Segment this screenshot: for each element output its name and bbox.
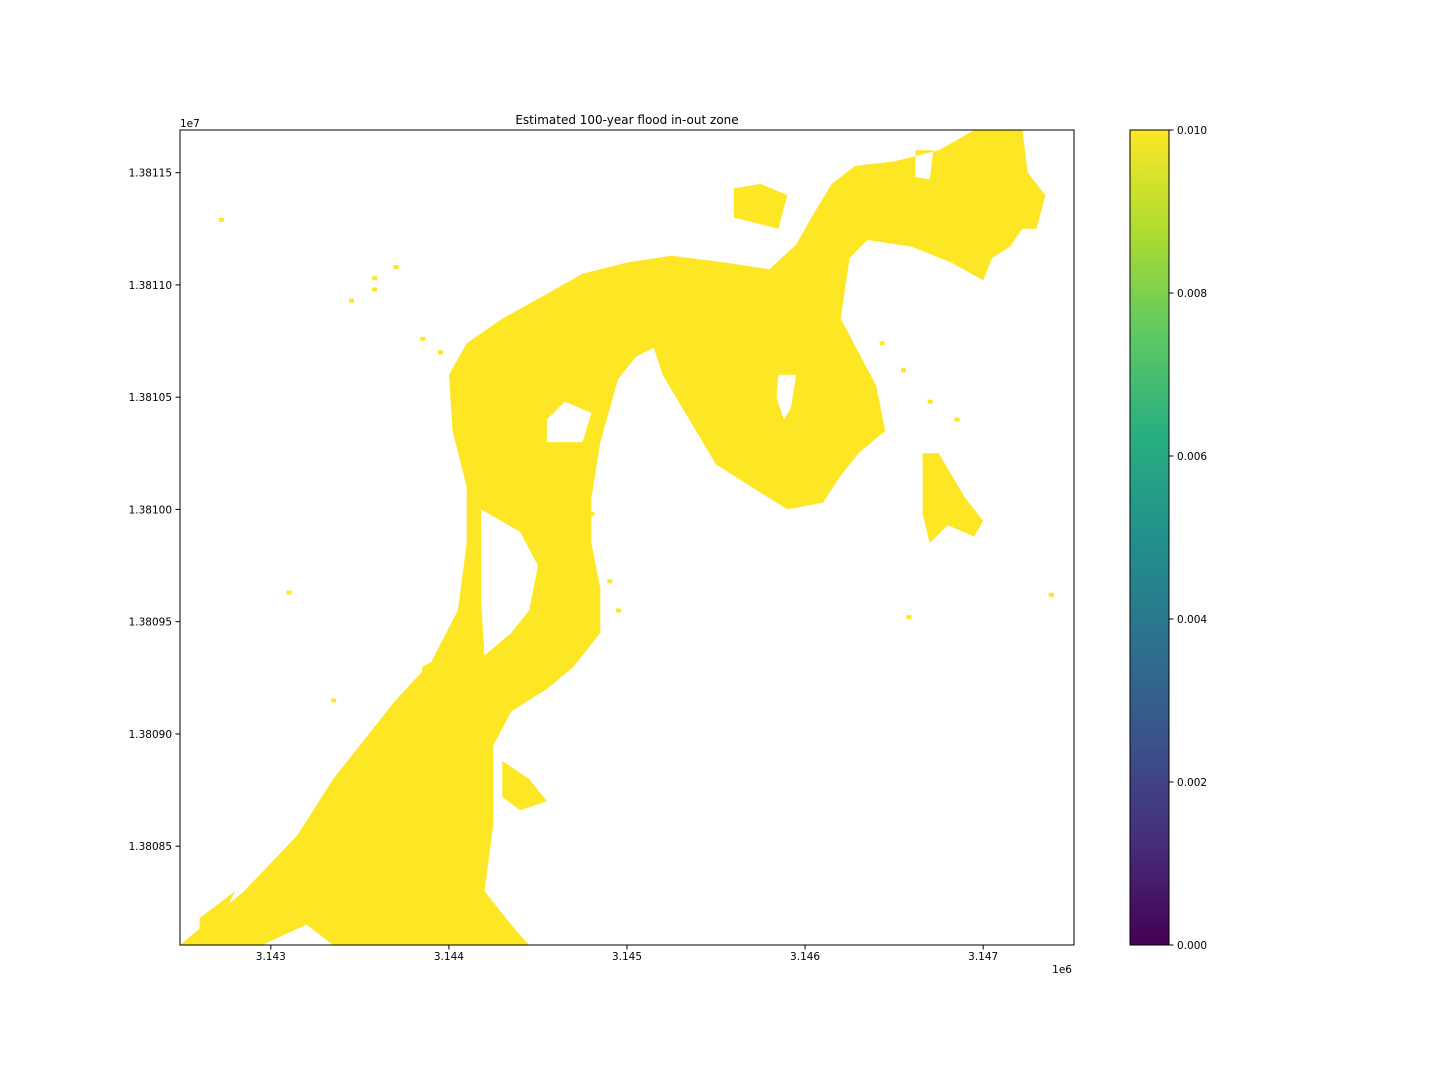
flood-zone-speck-1 bbox=[393, 265, 399, 269]
flood-zone-speck-15 bbox=[544, 552, 550, 557]
flood-zone-speck-7 bbox=[286, 590, 292, 595]
heatmap-layer bbox=[180, 130, 1054, 945]
flood-zone-speck-9 bbox=[906, 615, 912, 620]
x-tick-label-0: 3.143 bbox=[256, 951, 286, 963]
x-tick-label-4: 3.147 bbox=[968, 951, 998, 963]
colorbar-tick-label-3: 0.006 bbox=[1177, 451, 1207, 463]
y-tick-label-2: 1.38105 bbox=[129, 392, 172, 404]
colorbar-tick-label-0: 0.000 bbox=[1177, 940, 1207, 952]
flood-zone-patch-5 bbox=[422, 655, 446, 685]
flood-zone-speck-8 bbox=[331, 698, 337, 703]
flood-zone-main-channel bbox=[180, 130, 1046, 945]
x-offset-label: 1e6 bbox=[1052, 964, 1072, 976]
flood-zone-speck-4 bbox=[349, 298, 354, 303]
y-tick-label-0: 1.38115 bbox=[129, 168, 172, 180]
y-offset-label: 1e7 bbox=[180, 118, 200, 130]
colorbar bbox=[1129, 129, 1170, 946]
flood-zone-patch-2 bbox=[502, 760, 547, 811]
flood-zone-speck-3 bbox=[372, 287, 378, 292]
flood-zone-patch-3 bbox=[199, 891, 236, 932]
y-tick-label-5: 1.38090 bbox=[129, 729, 172, 741]
flood-zone-speck-18 bbox=[879, 341, 885, 346]
x-axis: 3.143 3.144 3.145 3.146 3.147 bbox=[256, 945, 998, 963]
flood-zone-speck-0 bbox=[219, 217, 224, 222]
flood-zone-speck-13 bbox=[616, 608, 622, 613]
x-tick-label-2: 3.145 bbox=[612, 951, 642, 963]
colorbar-tick-label-5: 0.010 bbox=[1177, 125, 1207, 137]
flood-zone-speck-19 bbox=[954, 417, 960, 422]
flood-zone-speck-2 bbox=[372, 276, 378, 281]
flood-zone-speck-11 bbox=[589, 511, 595, 516]
y-tick-label-4: 1.38095 bbox=[129, 617, 172, 629]
flood-zone-speck-6 bbox=[438, 350, 443, 355]
colorbar-tick-label-2: 0.004 bbox=[1177, 614, 1207, 626]
colorbar-tick-label-4: 0.008 bbox=[1177, 288, 1207, 300]
flood-zone-patch-1 bbox=[733, 183, 788, 229]
flood-zone-speck-12 bbox=[607, 579, 613, 584]
chart-title: Estimated 100-year flood in-out zone bbox=[515, 113, 738, 127]
colorbar-tick-label-1: 0.002 bbox=[1177, 777, 1207, 789]
y-tick-label-1: 1.38110 bbox=[129, 280, 172, 292]
x-tick-label-1: 3.144 bbox=[434, 951, 464, 963]
flood-zone-speck-16 bbox=[927, 399, 933, 404]
flood-zone-speck-17 bbox=[901, 368, 906, 373]
flood-zone-patch-0 bbox=[922, 453, 984, 544]
colorbar-axis: 0.000 0.002 0.004 0.006 0.008 0.010 bbox=[1169, 125, 1207, 952]
flood-zone-patch-4 bbox=[386, 763, 396, 784]
flood-zone-speck-5 bbox=[420, 336, 426, 341]
x-tick-label-3: 3.146 bbox=[790, 951, 820, 963]
y-tick-label-3: 1.38100 bbox=[129, 504, 172, 516]
flood-zone-speck-10 bbox=[1048, 592, 1054, 597]
y-axis: 1.38115 1.38110 1.38105 1.38100 1.38095 1.380… bbox=[129, 168, 180, 853]
flood-zone-speck-14 bbox=[464, 619, 470, 624]
y-tick-label-6: 1.38085 bbox=[129, 841, 172, 853]
